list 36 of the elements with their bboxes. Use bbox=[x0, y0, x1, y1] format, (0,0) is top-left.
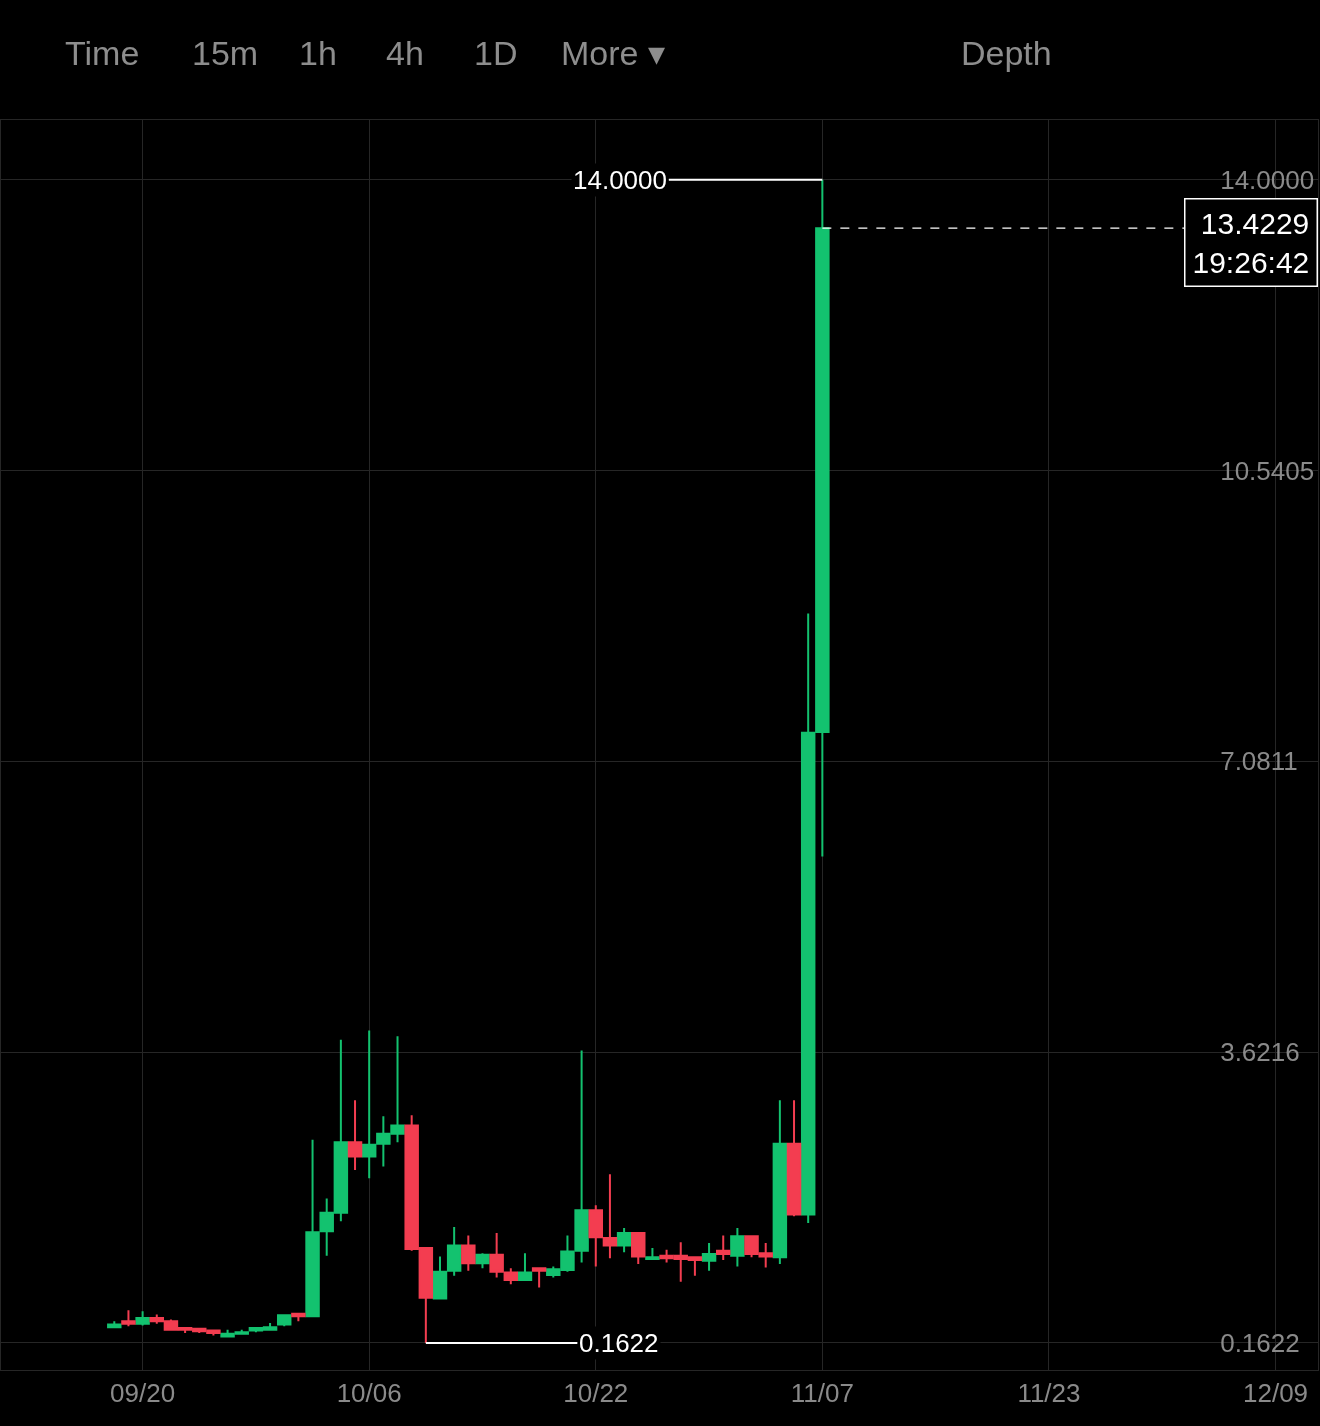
x-tick-label: 10/22 bbox=[563, 1378, 629, 1409]
text: Depth bbox=[961, 34, 1052, 72]
candlestick bbox=[631, 1231, 646, 1266]
text: 1D bbox=[474, 34, 518, 72]
candlestick bbox=[701, 1242, 717, 1272]
candlestick bbox=[347, 1099, 363, 1171]
annotation: 0.1622 bbox=[579, 1328, 659, 1358]
candlestick bbox=[730, 1226, 745, 1268]
y-tick-label: 3.6216 bbox=[1220, 1037, 1300, 1068]
candlestick bbox=[616, 1226, 632, 1254]
candlestick bbox=[461, 1234, 476, 1272]
annotation: 14.0000 bbox=[573, 165, 667, 195]
candlestick bbox=[772, 1099, 788, 1266]
candlestick bbox=[786, 1099, 802, 1218]
ref-line-label: 13.4229 19:26:42 bbox=[1192, 206, 1310, 279]
x-tick-label: 11/07 bbox=[790, 1378, 854, 1409]
candlestick bbox=[645, 1247, 660, 1261]
candlestick bbox=[121, 1309, 136, 1328]
candlestick bbox=[715, 1234, 731, 1261]
text: 1h bbox=[299, 34, 337, 72]
candlestick bbox=[276, 1313, 292, 1328]
y-tick-label: 7.0811 bbox=[1220, 746, 1298, 777]
candlestick bbox=[531, 1267, 547, 1289]
text: More ▾ bbox=[561, 34, 665, 72]
text: 4h bbox=[386, 34, 424, 72]
y-tick-label: 14.0000 bbox=[1220, 164, 1315, 195]
candlestick bbox=[517, 1252, 533, 1282]
text: Time bbox=[65, 34, 140, 72]
x-tick-label: 10/06 bbox=[336, 1378, 402, 1409]
candlestick bbox=[135, 1310, 150, 1327]
x-tick-label: 12/09 bbox=[1242, 1378, 1309, 1409]
y-tick-label: 10.5405 bbox=[1220, 455, 1315, 486]
x-tick-label: 09/20 bbox=[110, 1378, 176, 1409]
y-tick-label: 0.1622 bbox=[1220, 1328, 1300, 1359]
text: 15m bbox=[192, 34, 259, 72]
x-tick-label: 11/23 bbox=[1017, 1378, 1081, 1409]
